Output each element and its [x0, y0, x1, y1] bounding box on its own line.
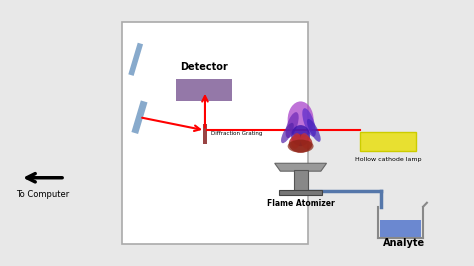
Text: To Computer: To Computer: [16, 190, 69, 199]
Ellipse shape: [286, 112, 299, 138]
Ellipse shape: [289, 134, 312, 153]
Ellipse shape: [291, 133, 301, 149]
Bar: [380, 220, 421, 237]
Bar: [279, 190, 322, 195]
Bar: [176, 79, 232, 101]
Text: Detector: Detector: [180, 63, 228, 72]
Ellipse shape: [281, 123, 294, 143]
Bar: [359, 132, 416, 151]
Bar: [293, 170, 308, 192]
Ellipse shape: [301, 133, 310, 149]
Ellipse shape: [288, 140, 314, 153]
Text: Diffraction Grating: Diffraction Grating: [211, 131, 263, 136]
Bar: [121, 22, 308, 244]
Text: Analyte: Analyte: [383, 238, 425, 248]
Text: Hollow cathode lamp: Hollow cathode lamp: [355, 157, 421, 162]
Text: Flame Atomizer: Flame Atomizer: [267, 199, 335, 208]
Ellipse shape: [307, 119, 320, 142]
Polygon shape: [275, 163, 327, 171]
Ellipse shape: [291, 125, 310, 146]
Ellipse shape: [302, 108, 316, 137]
Ellipse shape: [288, 101, 314, 138]
Bar: [202, 124, 207, 144]
